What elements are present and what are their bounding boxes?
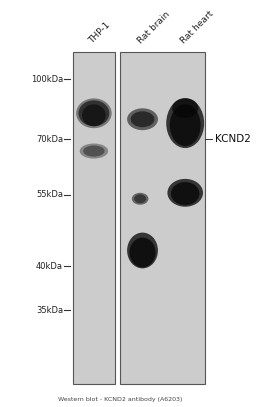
Ellipse shape xyxy=(167,179,203,207)
Ellipse shape xyxy=(83,145,104,157)
Ellipse shape xyxy=(80,144,108,159)
Ellipse shape xyxy=(79,101,109,126)
Ellipse shape xyxy=(127,232,158,268)
Ellipse shape xyxy=(82,104,106,126)
Ellipse shape xyxy=(171,182,199,205)
Ellipse shape xyxy=(131,111,154,127)
Ellipse shape xyxy=(134,195,146,203)
Text: 35kDa: 35kDa xyxy=(36,306,63,315)
Bar xyxy=(72,52,115,384)
Text: 70kDa: 70kDa xyxy=(36,135,63,144)
Ellipse shape xyxy=(172,98,198,118)
Ellipse shape xyxy=(132,193,148,205)
Text: Rat brain: Rat brain xyxy=(136,10,172,46)
Ellipse shape xyxy=(127,108,158,130)
Text: 100kDa: 100kDa xyxy=(31,75,63,84)
Ellipse shape xyxy=(76,98,112,128)
Text: Rat heart: Rat heart xyxy=(179,9,215,46)
Text: 40kDa: 40kDa xyxy=(36,262,63,271)
Ellipse shape xyxy=(170,104,201,146)
Bar xyxy=(120,52,205,384)
Text: KCND2: KCND2 xyxy=(215,134,251,144)
Text: THP-1: THP-1 xyxy=(88,21,112,46)
Ellipse shape xyxy=(166,98,204,148)
Text: 55kDa: 55kDa xyxy=(36,190,63,199)
Text: Western blot - KCND2 antibody (A6203): Western blot - KCND2 antibody (A6203) xyxy=(58,397,182,402)
Ellipse shape xyxy=(130,238,156,267)
